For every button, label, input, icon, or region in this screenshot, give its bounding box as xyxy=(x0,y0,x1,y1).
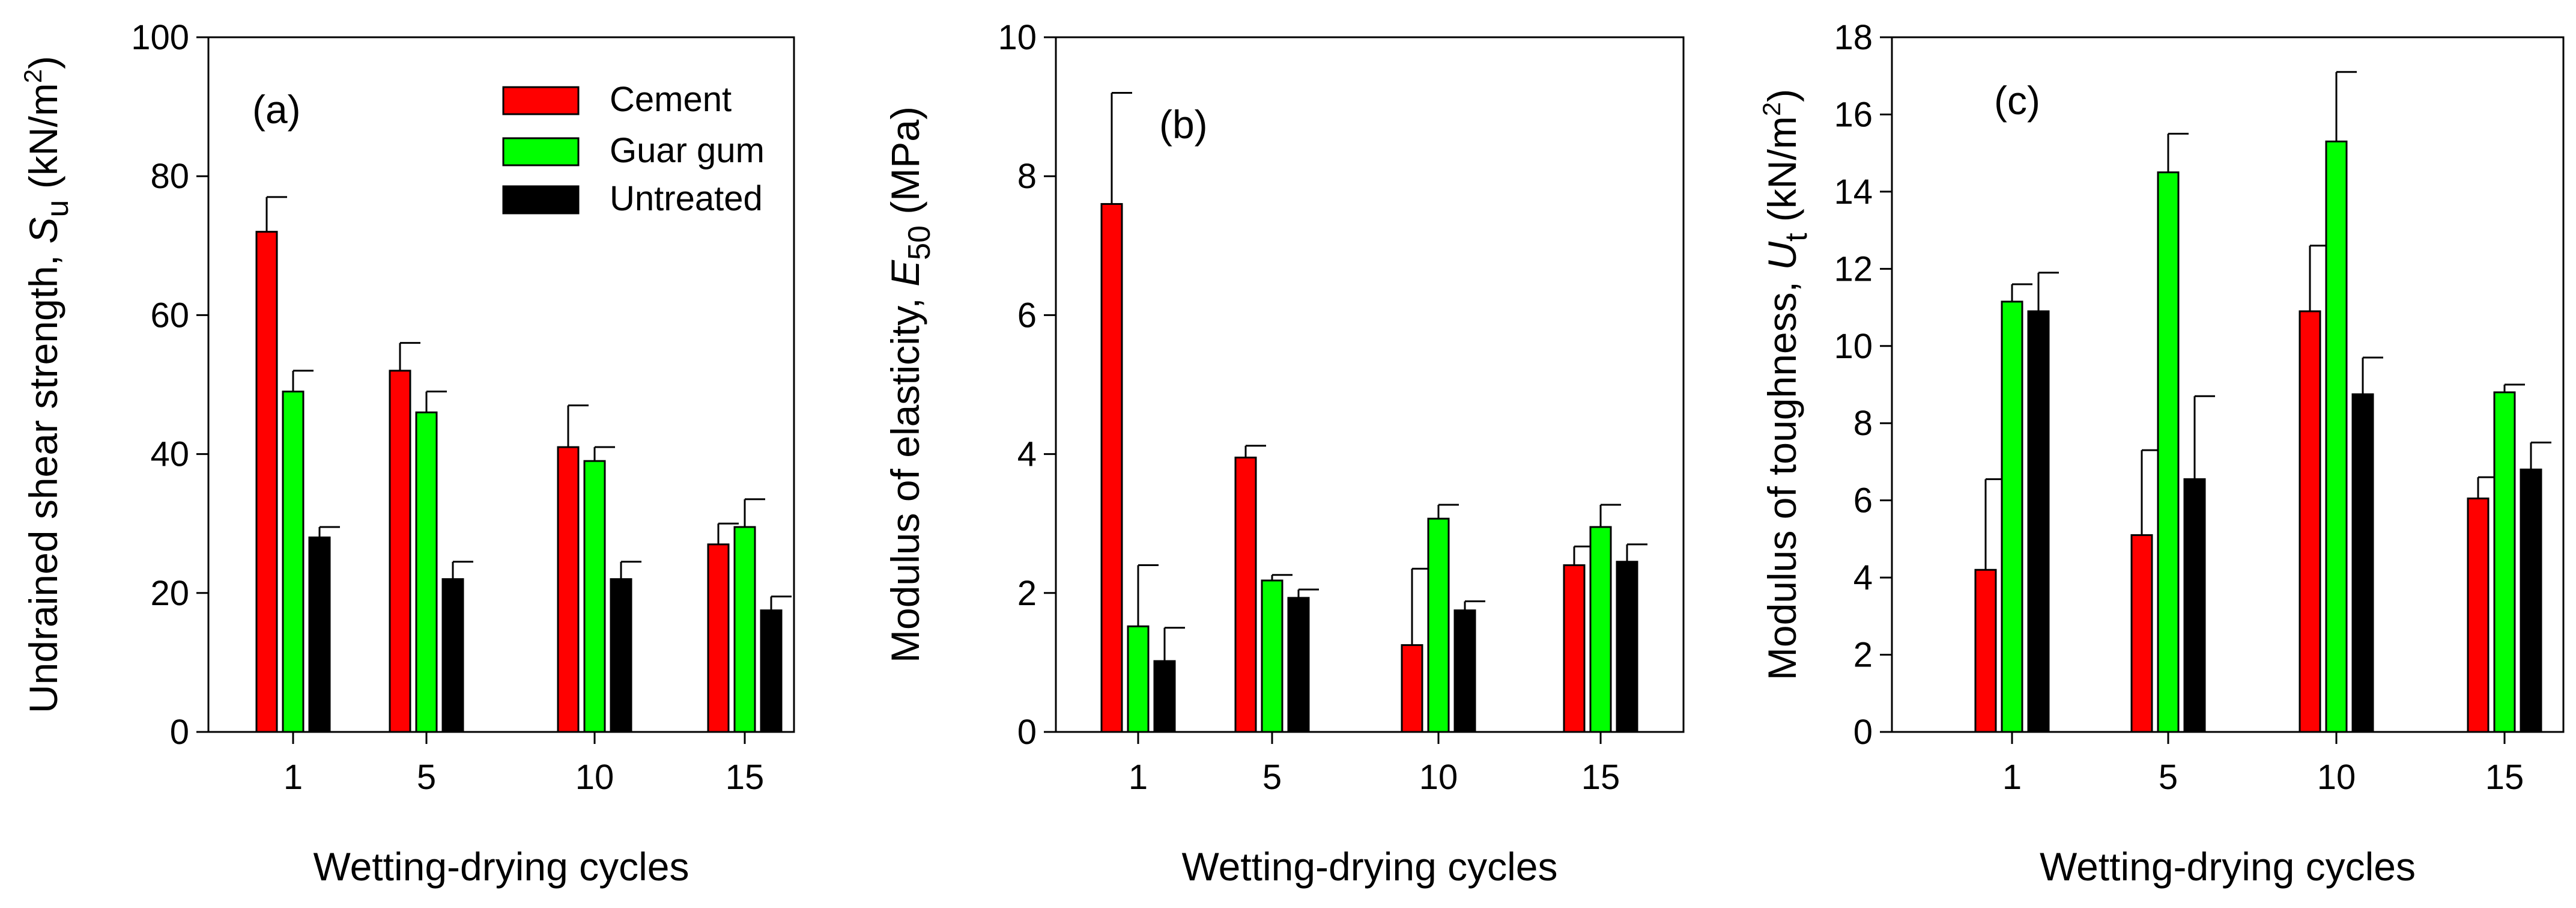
y-tick-label: 10 xyxy=(998,18,1037,57)
bar-untreated xyxy=(308,536,331,733)
panel-label: (b) xyxy=(1159,102,1208,147)
y-tick-label: 8 xyxy=(1017,157,1037,196)
legend-label-guar: Guar gum xyxy=(610,131,765,170)
bar-guar-gum xyxy=(583,460,606,733)
y-tick-label: 6 xyxy=(1017,296,1037,335)
legend-label-cement: Cement xyxy=(610,80,732,119)
y-tick-label: 0 xyxy=(170,713,189,752)
y-tick-label: 10 xyxy=(1834,327,1873,366)
y-axis-title: Undrained shear strength, Su (kN/m2) xyxy=(19,56,75,713)
plot-frame xyxy=(1055,36,1685,733)
bar-guar-gum xyxy=(2157,171,2180,733)
x-axis-title: Wetting-drying cycles xyxy=(313,844,689,889)
y-tick-label: 4 xyxy=(1853,558,1873,597)
bar-untreated xyxy=(760,609,783,733)
x-tick-label: 10 xyxy=(2317,758,2356,797)
bar-cement xyxy=(1563,564,1586,733)
bar-untreated xyxy=(1153,660,1176,733)
legend: Cement Guar gum Untreated xyxy=(502,80,765,218)
bar-untreated xyxy=(1616,561,1638,733)
legend-swatch-cement xyxy=(502,86,580,115)
bar-untreated xyxy=(2520,468,2542,733)
bar-cement xyxy=(2130,534,2153,733)
bar-guar-gum xyxy=(1427,517,1450,733)
x-axis-title: Wetting-drying cycles xyxy=(2040,844,2416,889)
y-tick-label: 4 xyxy=(1017,435,1037,474)
bar-cement xyxy=(1234,456,1257,733)
bar-cement xyxy=(1974,568,1997,733)
x-axis-title: Wetting-drying cycles xyxy=(1181,844,1557,889)
x-tick-label: 15 xyxy=(2485,758,2524,797)
bar-cement xyxy=(557,446,580,733)
y-tick-label: 100 xyxy=(131,18,189,57)
bar-guar-gum xyxy=(2001,300,2023,733)
bar-cement xyxy=(2299,310,2321,733)
bar-untreated xyxy=(2351,393,2374,733)
bar-untreated xyxy=(441,578,464,733)
bar-cement xyxy=(1401,644,1423,733)
x-tick-label: 15 xyxy=(726,758,765,797)
panel-label: (a) xyxy=(252,87,301,132)
bar-guar-gum xyxy=(733,526,756,733)
y-tick-label: 40 xyxy=(150,435,189,474)
bar-guar-gum xyxy=(2325,140,2348,733)
bar-untreated xyxy=(1287,597,1310,733)
bar-cement xyxy=(1100,203,1123,733)
bar-guar-gum xyxy=(415,411,438,733)
bar-cement xyxy=(707,543,730,733)
y-tick-label: 0 xyxy=(1017,713,1037,752)
x-tick-label: 5 xyxy=(1262,758,1282,797)
y-tick-label: 20 xyxy=(150,574,189,613)
bar-guar-gum xyxy=(1589,526,1612,733)
y-tick-label: 12 xyxy=(1834,249,1873,288)
bar-guar-gum xyxy=(2493,391,2516,733)
bar-untreated xyxy=(1453,609,1476,733)
x-tick-label: 1 xyxy=(2002,758,2022,797)
bar-cement xyxy=(2467,497,2490,733)
x-tick-label: 10 xyxy=(575,758,614,797)
x-tick-label: 5 xyxy=(417,758,436,797)
x-tick-label: 1 xyxy=(1129,758,1148,797)
y-tick-label: 8 xyxy=(1853,404,1873,443)
y-tick-label: 16 xyxy=(1834,95,1873,134)
x-tick-label: 5 xyxy=(2159,758,2178,797)
y-tick-label: 60 xyxy=(150,296,189,335)
y-tick-label: 6 xyxy=(1853,481,1873,520)
legend-swatch-guar xyxy=(502,137,580,166)
bar-untreated xyxy=(2183,478,2206,733)
y-tick-label: 2 xyxy=(1017,574,1037,613)
x-tick-label: 15 xyxy=(1581,758,1620,797)
y-axis-title: Modulus of toughness, Ut (kN/m2) xyxy=(1757,89,1814,680)
legend-label-untreated: Untreated xyxy=(610,179,763,218)
y-tick-label: 80 xyxy=(150,157,189,196)
y-tick-label: 18 xyxy=(1834,18,1873,57)
bar-guar-gum xyxy=(1261,579,1283,733)
y-tick-label: 2 xyxy=(1853,636,1873,675)
plot-frame xyxy=(1891,36,2565,733)
bar-untreated xyxy=(2027,310,2050,733)
y-tick-label: 14 xyxy=(1834,172,1873,212)
bar-untreated xyxy=(610,578,632,733)
bar-cement xyxy=(389,370,411,733)
bar-guar-gum xyxy=(1127,625,1150,733)
legend-swatch-untreated xyxy=(502,185,580,215)
bar-guar-gum xyxy=(282,391,305,733)
bar-cement xyxy=(255,231,278,733)
y-tick-label: 0 xyxy=(1853,713,1873,752)
y-axis-title: Modulus of elasticity, E50 (MPa) xyxy=(883,106,937,663)
x-tick-label: 10 xyxy=(1419,758,1458,797)
panel-label: (c) xyxy=(1994,78,2040,123)
x-tick-label: 1 xyxy=(283,758,303,797)
plot-frame xyxy=(207,36,795,733)
